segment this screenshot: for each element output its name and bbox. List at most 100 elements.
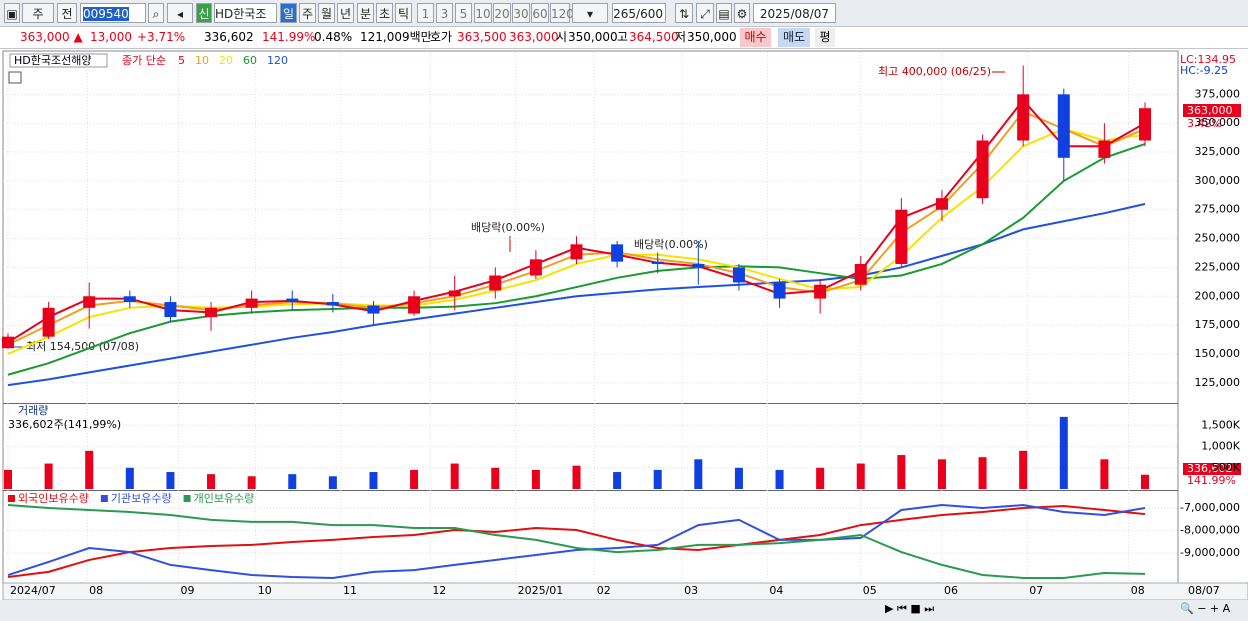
candle-body <box>854 263 867 285</box>
market-select[interactable]: 주 <box>22 3 54 23</box>
legend-box <box>9 53 108 68</box>
candle-body <box>83 296 96 308</box>
interval[interactable]: 120 <box>550 3 574 23</box>
volume-bar <box>85 450 94 489</box>
search-button[interactable]: ⌕ <box>148 3 164 23</box>
volume-bar <box>775 469 784 489</box>
ask: 363,500 <box>457 30 507 44</box>
count-max: /600 <box>636 7 663 21</box>
y-tick-label: -9,000,000 <box>1180 546 1240 559</box>
rate-label: 3.42% <box>1187 117 1222 130</box>
moving-average <box>7 202 1146 387</box>
menu-icon[interactable]: ▣ <box>4 3 20 23</box>
candle-body <box>1139 108 1151 141</box>
period-week[interactable]: 주 <box>299 3 316 23</box>
y-tick-label: 200,000 <box>1195 289 1241 302</box>
turnover: 0.48% <box>314 30 353 44</box>
y-tick-label: 300,000 <box>1195 174 1241 187</box>
period-minute[interactable]: 분 <box>357 3 374 23</box>
legend-swatch <box>183 495 191 502</box>
volume-bar <box>1141 474 1149 489</box>
sell-button[interactable]: 매도 <box>778 28 810 47</box>
save-icon[interactable]: ▤ <box>716 3 732 23</box>
y-tick-label: 250,000 <box>1195 232 1241 245</box>
x-tick-label: 11 <box>343 584 357 597</box>
candle-body <box>976 140 989 199</box>
x-tick-label: 10 <box>258 584 272 597</box>
label: 저 <box>675 30 687 44</box>
new-badge[interactable]: 신 <box>196 3 212 23</box>
holding-line <box>7 504 1146 579</box>
buy-button[interactable]: 매수 <box>740 28 771 47</box>
interval[interactable]: 10 <box>474 3 492 23</box>
candle-body <box>1098 140 1111 158</box>
volume-bar <box>1100 459 1109 489</box>
legend-entry: 5 <box>178 54 185 67</box>
interval[interactable]: 3 <box>436 3 453 23</box>
period-day[interactable]: 일 <box>280 3 297 23</box>
candle-body <box>326 302 339 306</box>
zoom-icons[interactable]: 🔍 − + A <box>1180 601 1231 615</box>
y-tick-label: 325,000 <box>1195 145 1241 158</box>
candle-body <box>2 336 14 349</box>
y-tick-label: -7,000,000 <box>1180 501 1240 514</box>
volume-bar <box>247 476 256 489</box>
tool-icon[interactable]: ⇅ <box>675 3 693 23</box>
settings-icon[interactable]: ⚙ <box>734 3 750 23</box>
volume-bar <box>937 459 946 489</box>
label: 시 <box>556 30 568 44</box>
prev-button[interactable]: 전 <box>57 3 77 23</box>
candle-body <box>935 198 948 210</box>
volume-subtitle: 336,602주(141,99%) <box>8 418 121 431</box>
y-tick-label: 125,000 <box>1195 376 1241 389</box>
interval[interactable]: 30 <box>512 3 530 23</box>
x-tick-label: 12 <box>432 584 446 597</box>
change: 13,000 <box>90 30 132 44</box>
period-tick[interactable]: 틱 <box>395 3 412 23</box>
candle-body <box>692 263 705 268</box>
y-tick-label: 375,000 <box>1195 87 1241 100</box>
change-rate: +3.71% <box>137 30 186 44</box>
code-input[interactable]: 009540 <box>80 3 146 23</box>
x-tick-label: 06 <box>944 584 958 597</box>
x-tick-label: 08 <box>89 584 103 597</box>
interval-select[interactable]: ▾ <box>572 3 608 23</box>
x-tick-label: 04 <box>769 584 783 597</box>
volume-bar <box>978 457 987 489</box>
toolbar: ▣ 주 전 009540 ⌕ ◂ 신 HD한국조선 일 주 월 년 분 초 틱 … <box>0 0 1248 41</box>
sound-button[interactable]: ◂ <box>167 3 193 23</box>
legend-entry: 20 <box>219 54 233 67</box>
scroll-icons[interactable]: ▶ ⏮ ■ ⏭ <box>885 602 934 615</box>
count[interactable]: 265/600 <box>612 3 666 23</box>
volume-bar <box>572 465 581 489</box>
date-input[interactable]: 2025/08/07 <box>753 3 836 23</box>
period-second[interactable]: 초 <box>376 3 393 23</box>
volume-bar <box>125 467 134 489</box>
candle-body <box>1057 94 1070 158</box>
label: 고 <box>617 30 629 44</box>
volume-box <box>1183 463 1241 475</box>
interval[interactable]: 20 <box>493 3 511 23</box>
period-year[interactable]: 년 <box>337 3 354 23</box>
interval[interactable]: 60 <box>531 3 549 23</box>
count-value: 265 <box>613 7 637 21</box>
candle-body <box>570 244 583 260</box>
volume-last: 336,602 <box>1187 462 1233 475</box>
volume: 336,602 <box>204 30 254 44</box>
interval[interactable]: 1 <box>417 3 434 23</box>
amount: 121,009백만 <box>360 30 432 44</box>
y-tick-label: 1,000K <box>1201 440 1240 453</box>
lc-label: LC:134.95 <box>1180 53 1236 66</box>
candle-body <box>367 305 380 314</box>
legend-label: 종가 단순 <box>122 54 166 67</box>
volume-bar <box>531 469 540 489</box>
x-end-label: 08/07 <box>1188 584 1220 597</box>
open: 350,000 <box>568 30 618 44</box>
period-month[interactable]: 월 <box>318 3 335 23</box>
avg-button[interactable]: 평 <box>815 28 835 47</box>
interval[interactable]: 5 <box>455 3 472 23</box>
table-icon[interactable] <box>8 71 22 84</box>
tool-icon[interactable]: ⤢ <box>696 3 714 23</box>
volume-bar <box>1059 416 1068 489</box>
